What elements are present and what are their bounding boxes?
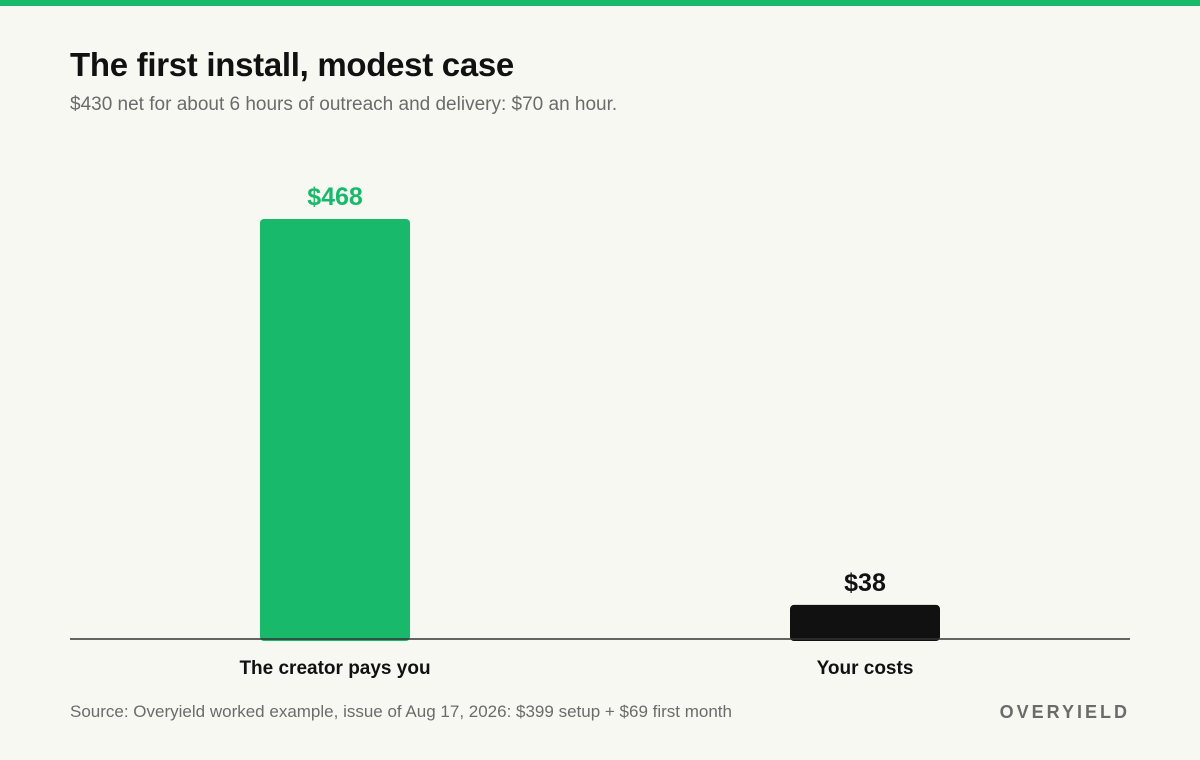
bar-the-creator-pays-you (260, 219, 410, 641)
chart-title: The first install, modest case (70, 46, 514, 83)
bar-your-costs (790, 604, 940, 641)
chart-subtitle: $430 net for about 6 hours of outreach a… (70, 94, 618, 115)
source-note: Source: Overyield worked example, issue … (70, 702, 732, 721)
value-label-the-creator-pays-you: $468 (307, 183, 363, 211)
value-label-your-costs: $38 (844, 569, 886, 597)
brand-logo: OVERYIELD (999, 702, 1130, 722)
category-label-the-creator-pays-you: The creator pays you (239, 658, 430, 679)
top-accent-bar (0, 0, 1200, 6)
category-label-your-costs: Your costs (817, 658, 914, 679)
